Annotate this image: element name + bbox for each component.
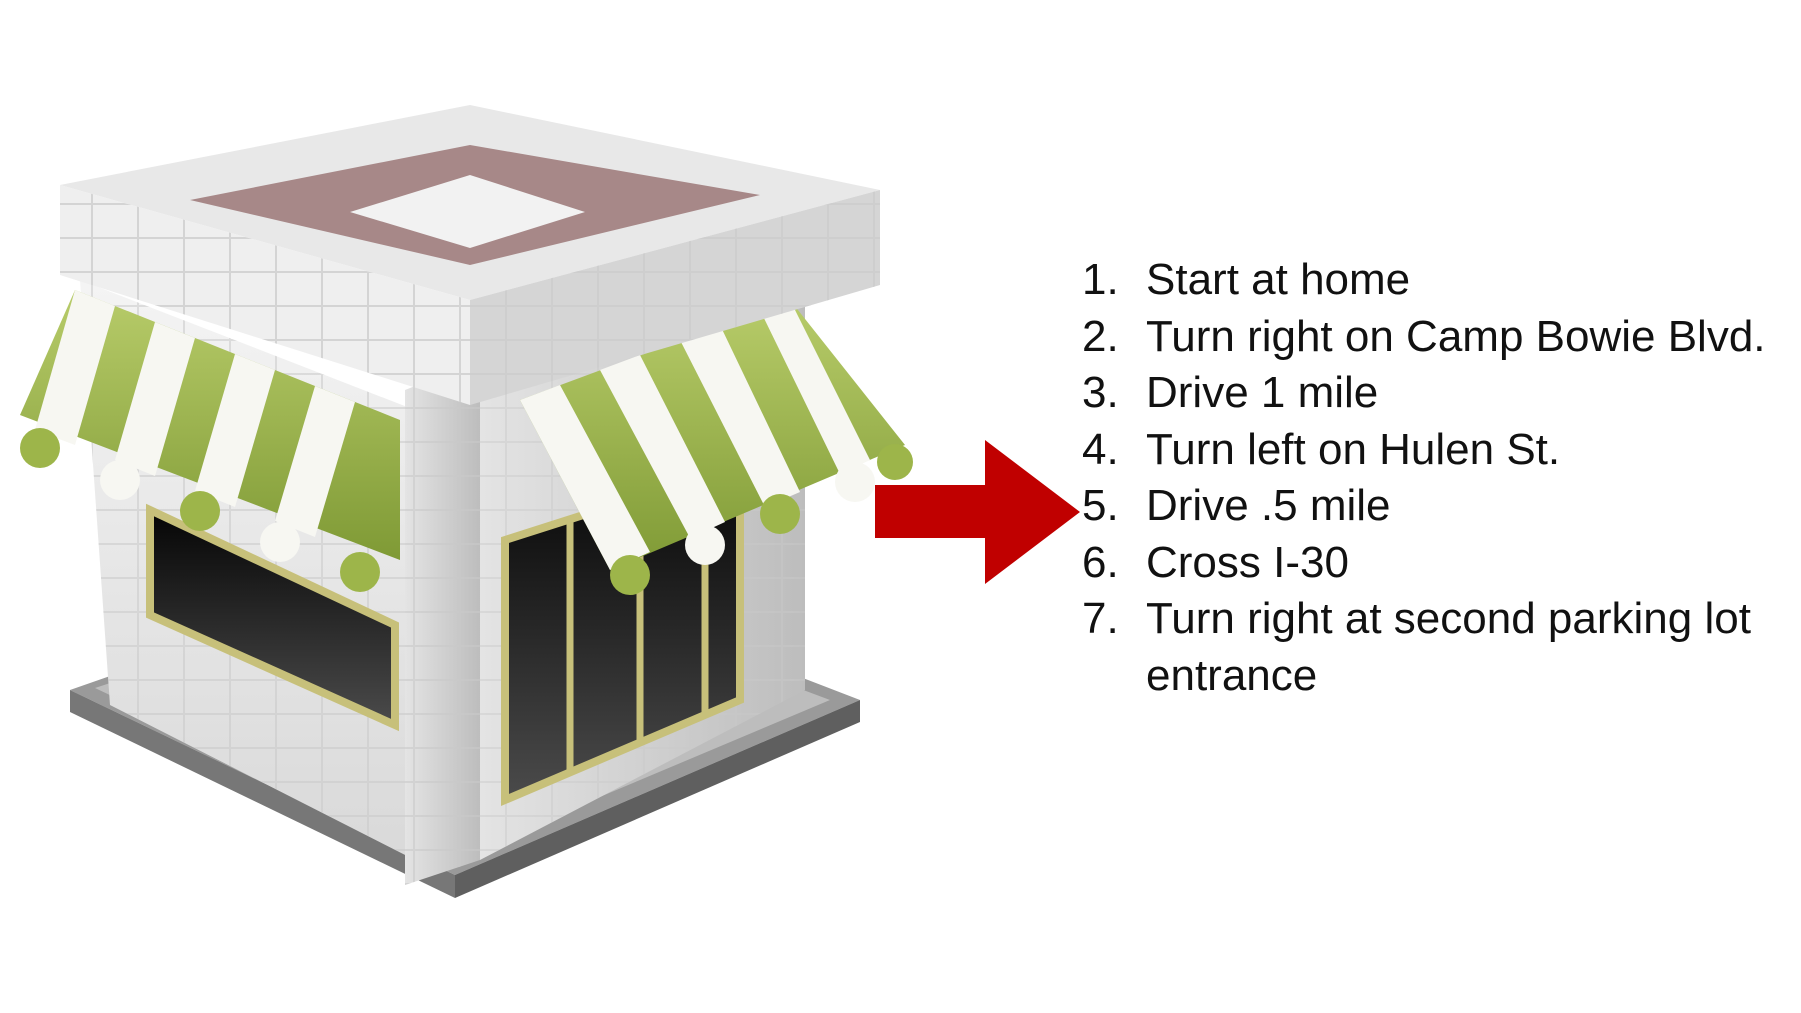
step-number: 3. — [1082, 368, 1119, 417]
directions-list: 1. Start at home 2. Turn right on Camp Bowi… — [1082, 252, 1772, 704]
step-text: Turn left on Hulen St. — [1146, 424, 1561, 474]
left-awning — [20, 290, 400, 592]
direction-step: 5. Drive .5 mile — [1082, 478, 1772, 535]
direction-step: 3. Drive 1 mile — [1082, 365, 1772, 422]
step-text: Cross I-30 — [1146, 537, 1349, 587]
step-number: 5. — [1082, 481, 1119, 530]
step-number: 2. — [1082, 311, 1119, 361]
direction-step: 4. Turn left on Hulen St. — [1082, 422, 1772, 479]
step-number: 7. — [1082, 594, 1119, 643]
store-roof — [60, 105, 880, 405]
step-number: 4. — [1082, 424, 1119, 474]
step-number: 6. — [1082, 537, 1119, 587]
step-text: Start at home — [1146, 255, 1411, 304]
step-text: Turn right on Camp Bowie Blvd. — [1146, 311, 1766, 361]
step-text: Drive .5 mile — [1146, 481, 1391, 530]
direction-step: 7. Turn right at second parking lot entra… — [1082, 591, 1772, 704]
step-number: 1. — [1082, 255, 1119, 304]
direction-step: 1. Start at home — [1082, 252, 1772, 309]
red-arrow — [875, 440, 1080, 584]
store-corner-pillar — [405, 360, 480, 885]
direction-step: 2. Turn right on Camp Bowie Blvd. — [1082, 309, 1772, 366]
left-window — [146, 503, 399, 732]
direction-step: 6. Cross I-30 — [1082, 535, 1772, 592]
step-text: Turn right at second parking lot entranc… — [1146, 594, 1751, 700]
right-awning — [520, 300, 913, 595]
step-text: Drive 1 mile — [1146, 368, 1379, 417]
